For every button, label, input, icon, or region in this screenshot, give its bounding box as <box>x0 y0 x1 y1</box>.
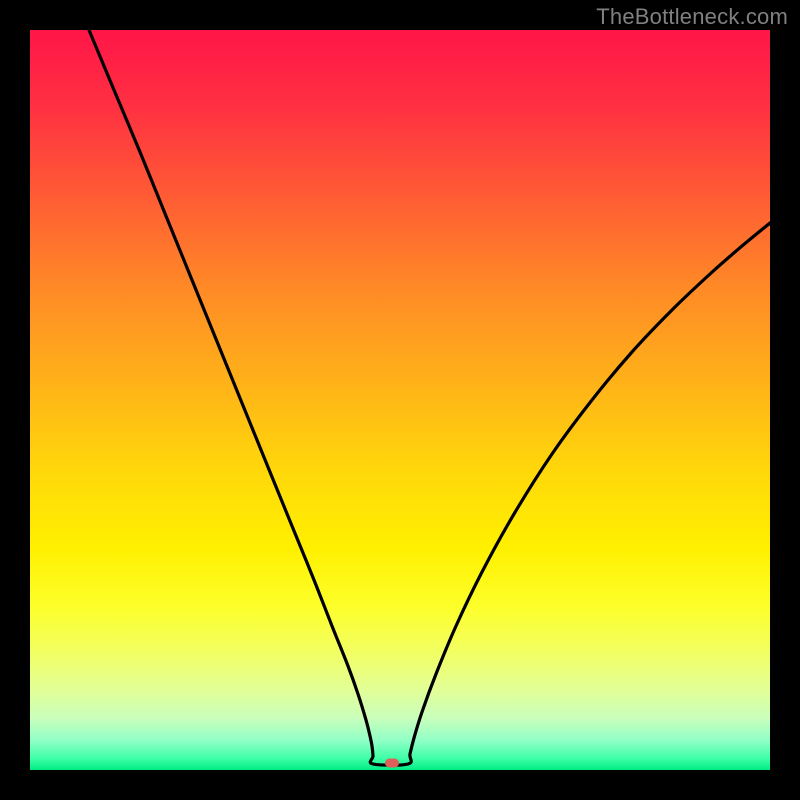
plot-area <box>30 30 770 770</box>
bottleneck-curve <box>30 30 770 770</box>
watermark-text: TheBottleneck.com <box>596 4 788 30</box>
optimum-marker <box>385 759 399 768</box>
